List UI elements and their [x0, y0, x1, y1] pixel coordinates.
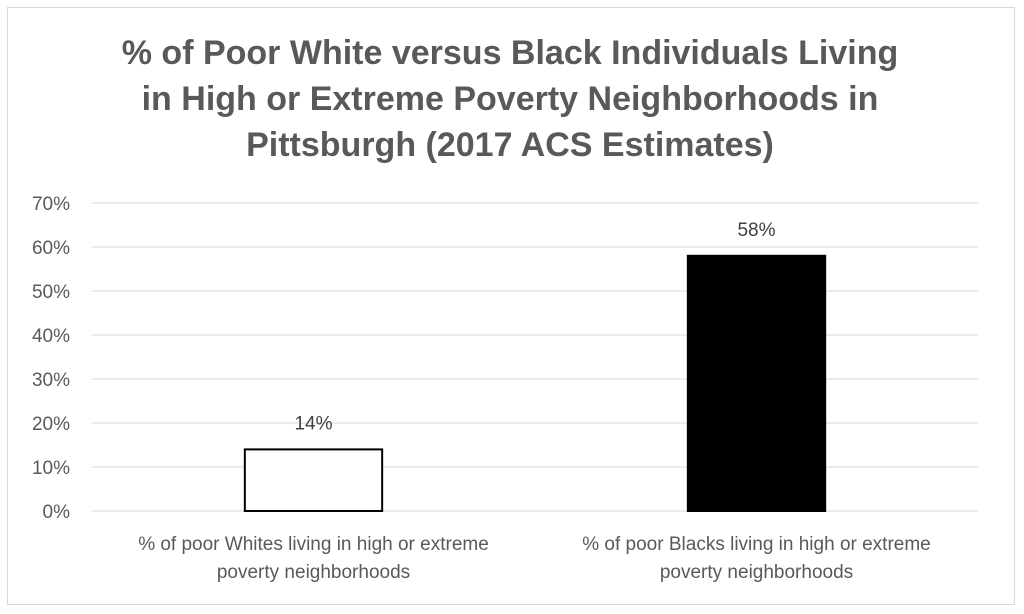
y-tick-label: 40% [32, 326, 70, 347]
x-category-label: poverty neighborhoods [217, 562, 410, 583]
chart-frame [7, 7, 1015, 605]
y-tick-label: 10% [32, 458, 70, 479]
chart-title-line: in High or Extreme Poverty Neighborhoods… [141, 80, 879, 118]
chart-title-line: % of Poor White versus Black Individuals… [121, 34, 899, 72]
x-category-label: poverty neighborhoods [660, 562, 853, 583]
data-label: 14% [294, 413, 332, 434]
y-tick-label: 0% [43, 502, 71, 523]
data-label: 58% [737, 220, 775, 241]
y-tick-label: 70% [32, 194, 70, 215]
y-tick-label: 60% [32, 238, 70, 259]
bar [243, 448, 384, 512]
x-category-label: % of poor Blacks living in high or extre… [582, 534, 931, 555]
bar [686, 254, 827, 512]
chart-title: % of Poor White versus Black Individuals… [80, 30, 940, 168]
x-category-label: % of poor Whites living in high or extre… [138, 534, 489, 555]
chart-title-line: Pittsburgh (2017 ACS Estimates) [246, 126, 774, 164]
y-tick-label: 50% [32, 282, 70, 303]
y-tick-label: 20% [32, 414, 70, 435]
y-tick-label: 30% [32, 370, 70, 391]
